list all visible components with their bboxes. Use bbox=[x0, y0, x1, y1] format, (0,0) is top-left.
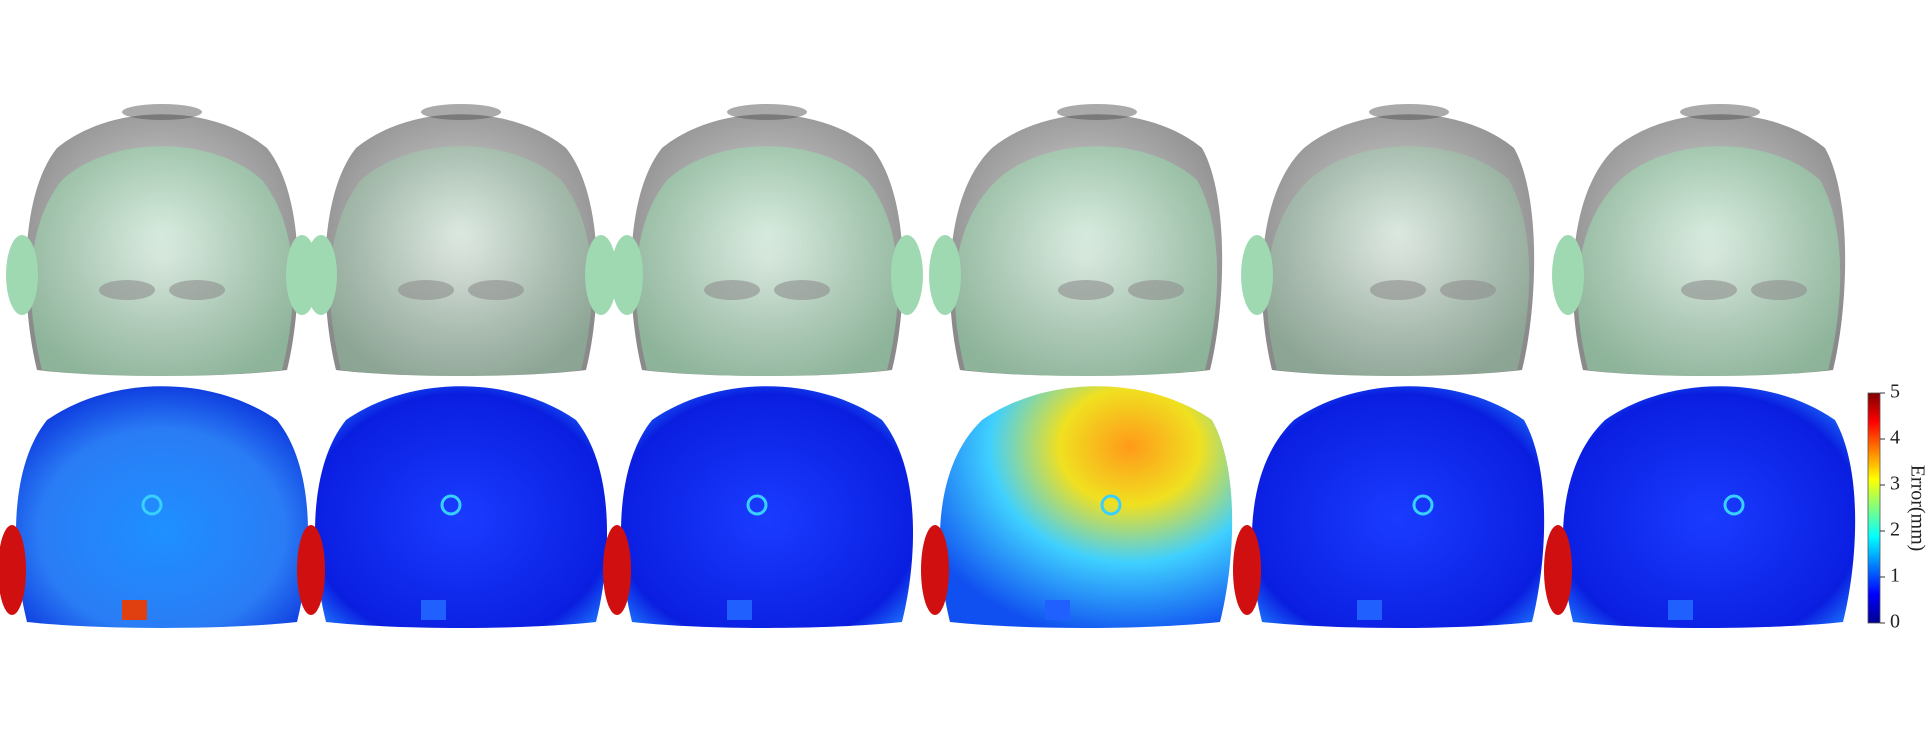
marker bbox=[141, 494, 163, 516]
scalp-top bbox=[1057, 104, 1137, 120]
error-map bbox=[939, 386, 1233, 628]
eyes bbox=[1128, 280, 1184, 300]
eyes bbox=[169, 280, 225, 300]
scalp-top bbox=[421, 104, 501, 120]
chin-error bbox=[727, 600, 752, 620]
scalp-top bbox=[122, 104, 202, 120]
ear-error bbox=[603, 525, 631, 615]
eyes bbox=[1058, 280, 1114, 300]
ear bbox=[6, 235, 38, 315]
colorbar-tick-label: 2 bbox=[1890, 519, 1900, 541]
marker bbox=[440, 494, 462, 516]
colorbar-tick-label: 3 bbox=[1890, 473, 1900, 495]
scalp-top bbox=[727, 104, 807, 120]
head-overlay bbox=[1577, 146, 1841, 376]
eyes bbox=[398, 280, 454, 300]
ear bbox=[305, 235, 337, 315]
marker bbox=[1100, 494, 1122, 516]
eyes bbox=[468, 280, 524, 300]
eyes bbox=[1370, 280, 1426, 300]
ear bbox=[891, 235, 923, 315]
head-renderings bbox=[0, 104, 1856, 628]
head-overlay bbox=[329, 146, 593, 376]
eyes bbox=[1681, 280, 1737, 300]
head-overlay bbox=[635, 146, 899, 376]
error-map bbox=[1251, 386, 1545, 628]
ear-error bbox=[297, 525, 325, 615]
chin-error bbox=[1357, 600, 1382, 620]
eyes bbox=[1440, 280, 1496, 300]
colorbar-tick-label: 4 bbox=[1890, 427, 1900, 449]
ear bbox=[611, 235, 643, 315]
chin-error bbox=[1668, 600, 1693, 620]
chin-error bbox=[421, 600, 446, 620]
colorbar bbox=[1867, 392, 1881, 624]
ear bbox=[1241, 235, 1273, 315]
eyes bbox=[1751, 280, 1807, 300]
chin-error bbox=[122, 600, 147, 620]
eyes bbox=[704, 280, 760, 300]
marker bbox=[746, 494, 768, 516]
head-overlay bbox=[30, 146, 294, 376]
error-map bbox=[1562, 386, 1856, 628]
colorbar-tick-label: 0 bbox=[1890, 611, 1900, 633]
colorbar-label: Error(mm) bbox=[1906, 465, 1928, 552]
ear-error bbox=[1544, 525, 1572, 615]
marker bbox=[1412, 494, 1434, 516]
eyes bbox=[774, 280, 830, 300]
colorbar-tick-label: 1 bbox=[1890, 565, 1900, 587]
scalp-top bbox=[1369, 104, 1449, 120]
chin-error bbox=[1045, 600, 1070, 620]
eyes bbox=[99, 280, 155, 300]
ear-error bbox=[0, 525, 26, 615]
head-overlay bbox=[1266, 146, 1530, 376]
head-overlay bbox=[954, 146, 1218, 376]
ear-error bbox=[921, 525, 949, 615]
ear bbox=[1552, 235, 1584, 315]
scalp-top bbox=[1680, 104, 1760, 120]
marker bbox=[1723, 494, 1745, 516]
colorbar-tick-label: 5 bbox=[1890, 381, 1900, 403]
ear-error bbox=[1233, 525, 1261, 615]
ear bbox=[929, 235, 961, 315]
ear bbox=[585, 235, 617, 315]
